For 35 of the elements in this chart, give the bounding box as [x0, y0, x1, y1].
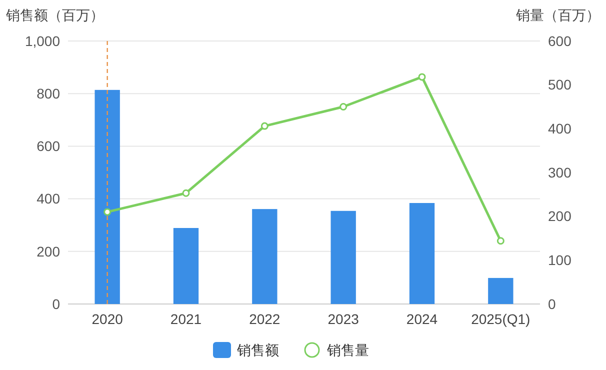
y2-tick-label: 200 [548, 208, 572, 224]
x-tick-label: 2025(Q1) [471, 311, 530, 327]
point [104, 208, 112, 216]
bar [488, 278, 514, 304]
legend-label: 销售额 [236, 342, 279, 358]
y2-tick-label: 400 [548, 120, 572, 137]
y-tick-label: 200 [36, 243, 60, 260]
bar [409, 203, 435, 304]
y2-tick-label: 0 [548, 296, 556, 312]
x-tick-label: 2023 [328, 311, 360, 327]
x-tick-label: 2022 [249, 311, 280, 327]
point [418, 73, 426, 81]
y2-tick-label: 300 [548, 164, 572, 180]
x-tick-label: 2020 [92, 311, 124, 327]
point [260, 122, 268, 130]
legend-label: 销售量 [326, 342, 369, 358]
point [340, 103, 348, 110]
bar [94, 90, 120, 304]
point [182, 189, 190, 197]
y-tick-label: 800 [36, 86, 60, 102]
bar [330, 210, 356, 304]
bar [173, 228, 199, 304]
point [496, 237, 504, 245]
y-axis-title: 销售额（百万） [5, 7, 104, 23]
x-tick-label: 2021 [170, 311, 202, 327]
y2-axis-title: 销量（百万） [515, 7, 600, 23]
y-tick-label: 400 [36, 190, 60, 207]
bar [252, 209, 278, 304]
y2-tick-label: 100 [548, 252, 572, 268]
y-tick-label: 600 [36, 138, 60, 154]
y2-tick-label: 500 [548, 76, 572, 93]
y-tick-label: 0 [52, 296, 60, 312]
y-tick-label: 1,000 [24, 32, 60, 49]
y2-tick-label: 600 [548, 32, 572, 49]
x-tick-label: 2024 [406, 311, 438, 327]
